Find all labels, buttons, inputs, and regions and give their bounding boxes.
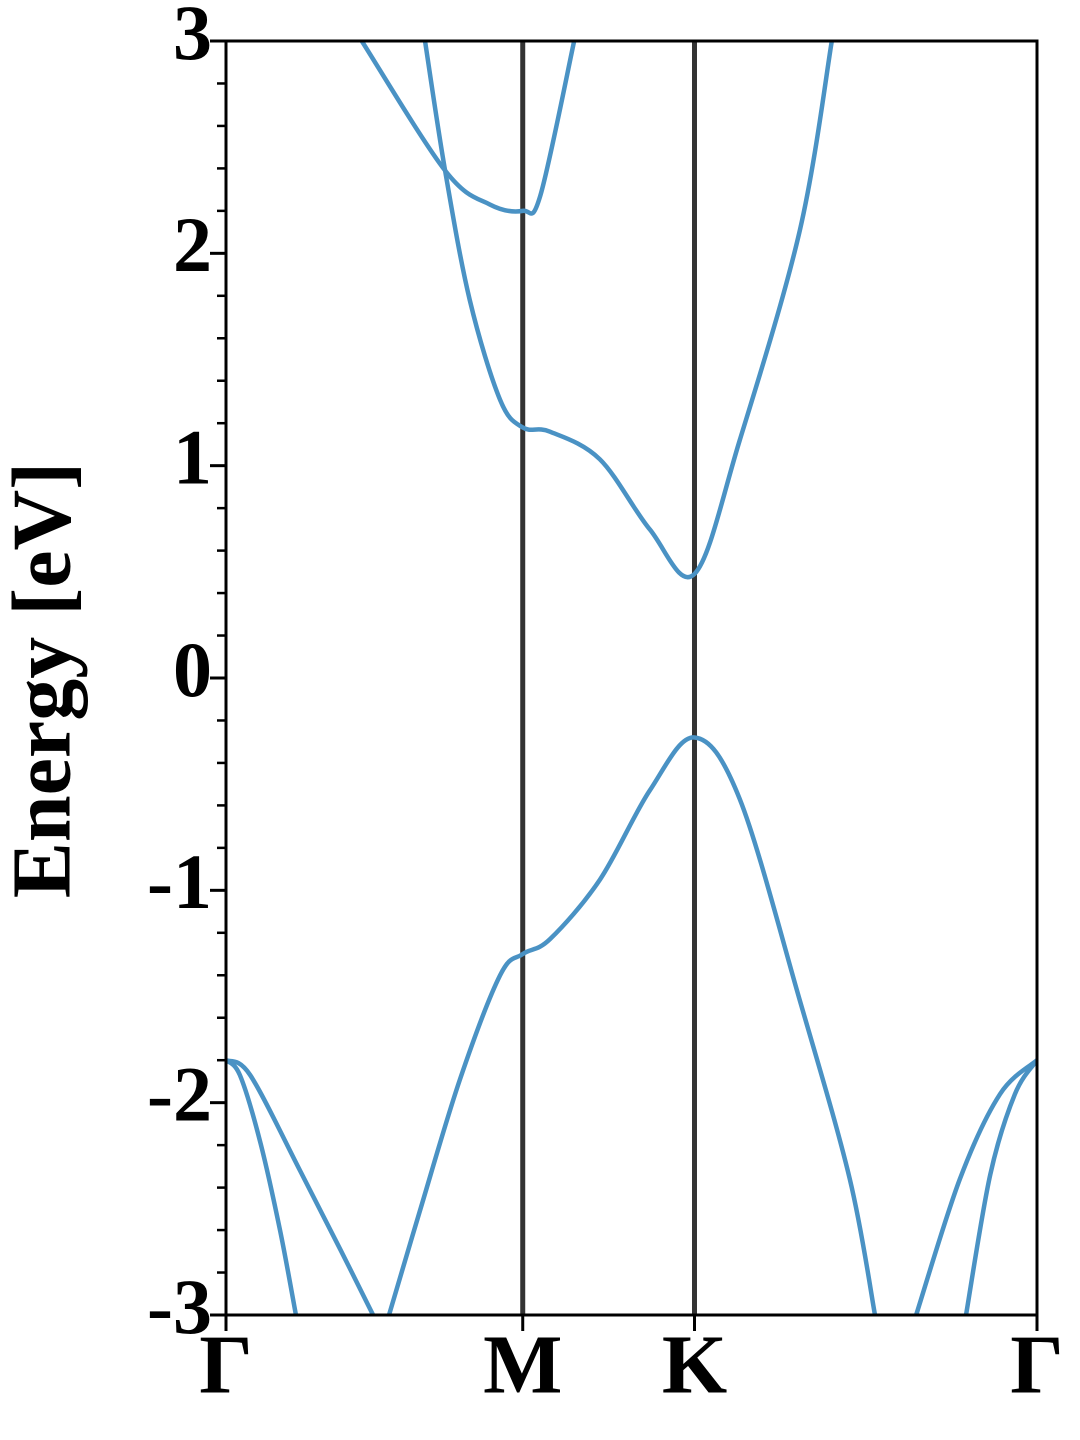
y-tick-label: 1 [173, 414, 212, 501]
x-tick-label: Γ [1010, 1318, 1063, 1411]
x-tick-label: K [662, 1318, 727, 1411]
band-line [386, 735, 878, 1315]
band-line [963, 1058, 1037, 1315]
x-tick-label: M [483, 1318, 562, 1411]
band-line [359, 41, 577, 216]
band-line [226, 1058, 376, 1315]
band-line [422, 41, 835, 580]
y-tick-label: -1 [147, 838, 212, 925]
bands [226, 41, 1037, 1315]
y-tick-label: -2 [147, 1051, 212, 1138]
band-line [914, 1058, 1037, 1315]
band-line [226, 1058, 299, 1315]
y-tick-label: 2 [173, 201, 212, 288]
plot-frame [224, 39, 1039, 1317]
y-tick-label: -3 [147, 1263, 212, 1350]
y-axis-label: Energy [eV] [0, 462, 88, 898]
y-tick-label: 0 [173, 626, 212, 713]
x-tick-label: Γ [199, 1318, 252, 1411]
y-tick-label: 3 [173, 0, 212, 76]
